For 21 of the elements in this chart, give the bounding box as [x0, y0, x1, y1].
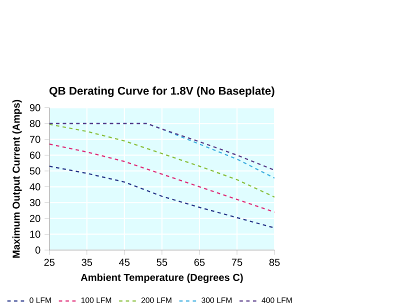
x-tick-label: 85	[269, 258, 280, 266]
x-tick-label: 55	[156, 258, 168, 266]
y-tick-label: 80	[30, 120, 40, 128]
y-tick-label: 90	[30, 104, 40, 112]
x-tick-label: 35	[82, 258, 92, 266]
x-tick-label: 45	[119, 258, 130, 266]
x-tick-label: 65	[194, 258, 205, 266]
y-tick-label: 70	[30, 136, 40, 144]
line-series	[49, 124, 275, 198]
y-tick-label: 30	[30, 199, 40, 206]
x-axis-title: Ambient Temperature (Degrees C)	[80, 274, 243, 284]
chart-title: QB Derating Curve for 1.8V (No Baseplate)	[50, 86, 274, 98]
y-tick-label: 0	[35, 246, 40, 254]
y-tick-label: 50	[30, 168, 40, 175]
y-axis-title: Maximum Output Current (Amps)	[12, 100, 22, 258]
x-tick-label: 75	[232, 258, 242, 266]
y-tick-label: 60	[30, 152, 40, 159]
y-tick-label: 40	[30, 183, 40, 190]
x-tick-label: 25	[44, 258, 55, 266]
y-tick-label: 20	[30, 214, 40, 222]
y-tick-label: 10	[30, 230, 40, 238]
